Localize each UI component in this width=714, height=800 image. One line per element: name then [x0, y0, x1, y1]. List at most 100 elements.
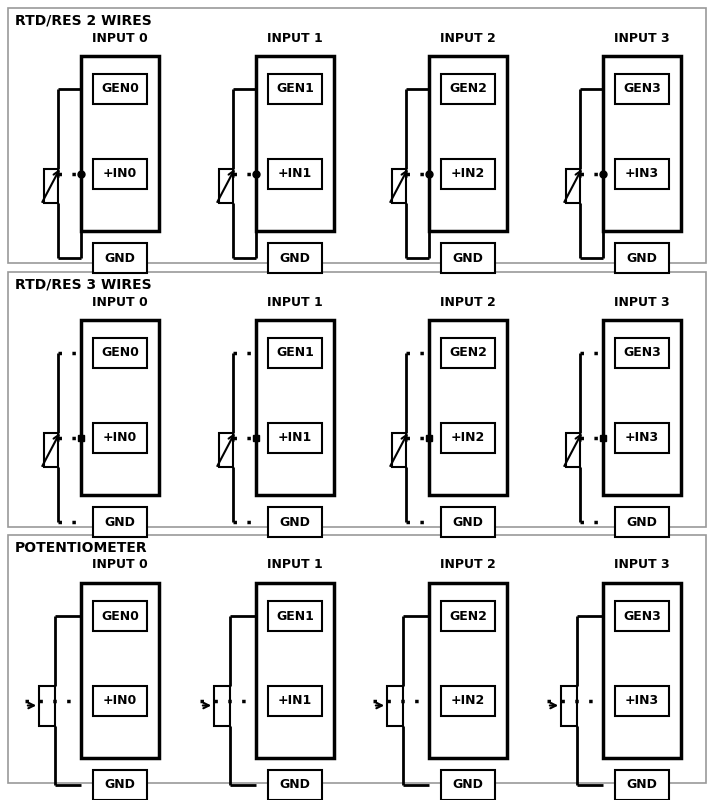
Text: +IN2: +IN2	[451, 431, 485, 444]
Bar	[441, 158, 495, 189]
Bar	[8, 8, 706, 263]
Bar	[615, 770, 669, 800]
Bar	[44, 433, 58, 466]
Bar	[387, 686, 403, 726]
Bar	[441, 507, 495, 537]
Bar	[268, 422, 322, 453]
Text: GEN1: GEN1	[276, 610, 314, 622]
Text: GND: GND	[104, 515, 136, 529]
Bar	[256, 320, 334, 495]
Text: RTD/RES 3 WIRES: RTD/RES 3 WIRES	[15, 278, 151, 292]
Text: GEN0: GEN0	[101, 82, 139, 95]
Text: GEN1: GEN1	[276, 82, 314, 95]
Bar	[39, 686, 55, 726]
Text: GEN3: GEN3	[623, 610, 661, 622]
Bar	[93, 158, 147, 189]
Text: INPUT 2: INPUT 2	[440, 295, 496, 309]
Text: GND: GND	[104, 251, 136, 265]
Text: GEN2: GEN2	[449, 82, 487, 95]
Bar	[93, 507, 147, 537]
Bar	[214, 686, 230, 726]
Text: +IN0: +IN0	[103, 167, 137, 180]
Bar	[219, 433, 233, 466]
Bar	[441, 74, 495, 104]
Bar	[615, 507, 669, 537]
Bar	[268, 770, 322, 800]
Text: INPUT 1: INPUT 1	[267, 295, 323, 309]
Text: +IN2: +IN2	[451, 694, 485, 707]
Bar	[429, 56, 507, 231]
Bar	[268, 507, 322, 537]
Bar	[268, 74, 322, 104]
Bar	[392, 433, 406, 466]
Text: GEN2: GEN2	[449, 610, 487, 622]
Bar	[93, 601, 147, 631]
Bar	[93, 770, 147, 800]
Bar	[561, 686, 577, 726]
Bar	[566, 433, 580, 466]
Text: GND: GND	[280, 778, 311, 791]
Bar	[268, 686, 322, 715]
Bar	[93, 686, 147, 715]
Bar	[8, 272, 706, 527]
Bar	[256, 583, 334, 758]
Bar	[268, 338, 322, 368]
Text: +IN1: +IN1	[278, 167, 312, 180]
Bar	[603, 583, 681, 758]
Text: POTENTIOMETER: POTENTIOMETER	[15, 541, 148, 555]
Bar	[219, 169, 233, 202]
Text: INPUT 1: INPUT 1	[267, 558, 323, 571]
Text: +IN3: +IN3	[625, 694, 659, 707]
Bar	[615, 158, 669, 189]
Text: +IN0: +IN0	[103, 694, 137, 707]
Bar	[441, 770, 495, 800]
Text: GND: GND	[453, 778, 483, 791]
Bar	[93, 243, 147, 273]
Text: +IN2: +IN2	[451, 167, 485, 180]
Text: GEN0: GEN0	[101, 610, 139, 622]
Bar	[8, 535, 706, 783]
Text: GEN3: GEN3	[623, 82, 661, 95]
Bar	[429, 320, 507, 495]
Text: GND: GND	[104, 778, 136, 791]
Text: INPUT 2: INPUT 2	[440, 558, 496, 571]
Bar	[81, 56, 159, 231]
Text: GEN0: GEN0	[101, 346, 139, 359]
Bar	[268, 158, 322, 189]
Text: GND: GND	[453, 515, 483, 529]
Bar	[441, 422, 495, 453]
Bar	[93, 74, 147, 104]
Bar	[429, 583, 507, 758]
Bar	[93, 422, 147, 453]
Text: GEN2: GEN2	[449, 346, 487, 359]
Bar	[93, 338, 147, 368]
Text: GND: GND	[627, 251, 658, 265]
Text: +IN3: +IN3	[625, 431, 659, 444]
Text: INPUT 3: INPUT 3	[614, 31, 670, 45]
Bar	[566, 169, 580, 202]
Text: GEN1: GEN1	[276, 346, 314, 359]
Bar	[603, 56, 681, 231]
Text: GND: GND	[280, 515, 311, 529]
Text: GND: GND	[627, 778, 658, 791]
Text: INPUT 0: INPUT 0	[92, 295, 148, 309]
Text: +IN0: +IN0	[103, 431, 137, 444]
Bar	[615, 74, 669, 104]
Text: GND: GND	[280, 251, 311, 265]
Bar	[256, 56, 334, 231]
Bar	[268, 601, 322, 631]
Bar	[615, 422, 669, 453]
Text: INPUT 1: INPUT 1	[267, 31, 323, 45]
Bar	[81, 320, 159, 495]
Bar	[615, 243, 669, 273]
Bar	[441, 601, 495, 631]
Bar	[615, 338, 669, 368]
Bar	[441, 338, 495, 368]
Bar	[441, 686, 495, 715]
Text: INPUT 3: INPUT 3	[614, 558, 670, 571]
Bar	[615, 686, 669, 715]
Text: +IN1: +IN1	[278, 431, 312, 444]
Text: GND: GND	[627, 515, 658, 529]
Bar	[44, 169, 58, 202]
Bar	[441, 243, 495, 273]
